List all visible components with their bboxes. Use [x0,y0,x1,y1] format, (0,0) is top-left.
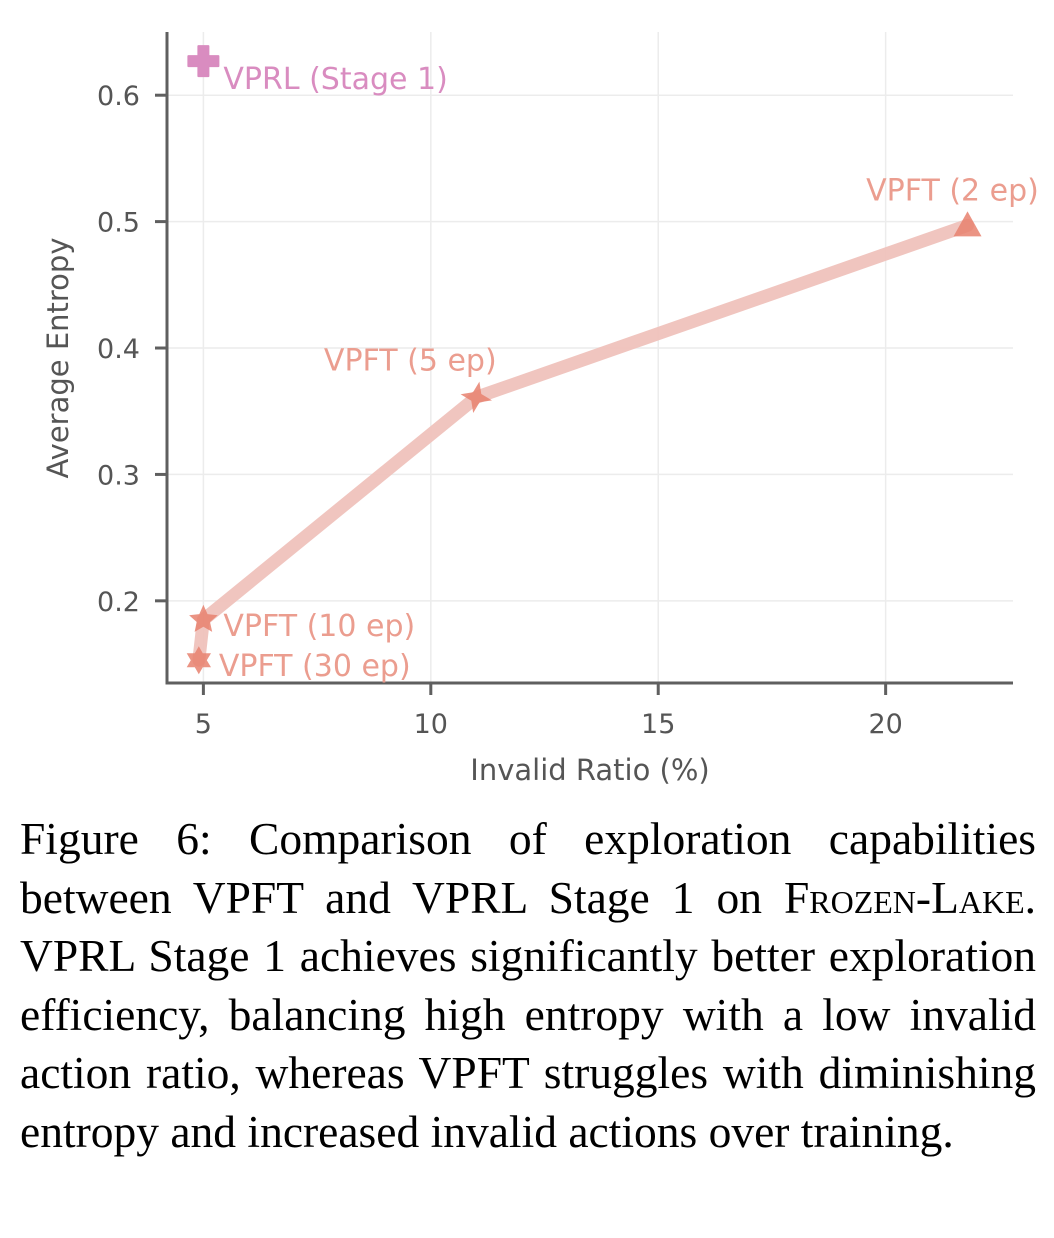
label-vpft-5-ep: VPFT (5 ep) [324,343,497,378]
caption-suffix: . VPRL Stage 1 achieves significantly be… [20,871,1036,1157]
x-tick-label: 20 [868,709,902,740]
caption-env-name-1: Frozen- [783,871,932,923]
series-lines [192,218,975,667]
x-tick-label: 15 [641,709,675,740]
figure-caption: Figure 6: Comparison of exploration capa… [20,810,1036,1161]
marker-vpft-30-ep [186,646,211,675]
axes [165,32,1013,685]
x-axis-title: Invalid Ratio (%) [470,753,709,787]
y-tick-label: 0.6 [97,81,140,112]
x-tick-label: 10 [414,709,448,740]
x-axis-ticks: 5 10 15 20 [195,683,903,740]
marker-vpft-2-ep [953,211,982,237]
y-tick-label: 0.2 [97,587,140,618]
label-vpft-10-ep: VPFT (10 ep) [223,609,415,644]
marker-vpft-10-ep [189,604,218,632]
marker-vpft-5-ep [460,381,492,413]
point-labels: VPFT (2 ep) VPFT (5 ep) VPFT (10 ep) VPFT (… [219,62,1039,684]
label-vpft-2-ep: VPFT (2 ep) [866,173,1039,208]
y-tick-label: 0.3 [97,460,140,491]
y-axis-title: Average Entropy [41,238,75,479]
x-tick-label: 5 [195,709,212,740]
caption-env-name-2: Lake [931,871,1025,923]
marker-vprl-stage-1 [187,45,220,78]
y-tick-label: 0.4 [97,334,140,365]
y-tick-label: 0.5 [97,208,140,239]
vpft-trend-line [192,218,975,667]
grid-lines [167,32,1013,683]
caption-prefix: Figure 6: Comparison of exploration capa… [20,813,1036,923]
label-vpft-30-ep: VPFT (30 ep) [219,649,411,684]
y-axis-ticks: 0.2 0.3 0.4 0.5 0.6 [97,81,167,618]
label-vprl-stage-1: VPRL (Stage 1) [223,62,447,97]
data-markers [186,45,982,675]
scatter-chart: 5 10 15 20 0.20.30.40.50.6 VPFT (2 ep)VPFT … [41,32,1039,787]
